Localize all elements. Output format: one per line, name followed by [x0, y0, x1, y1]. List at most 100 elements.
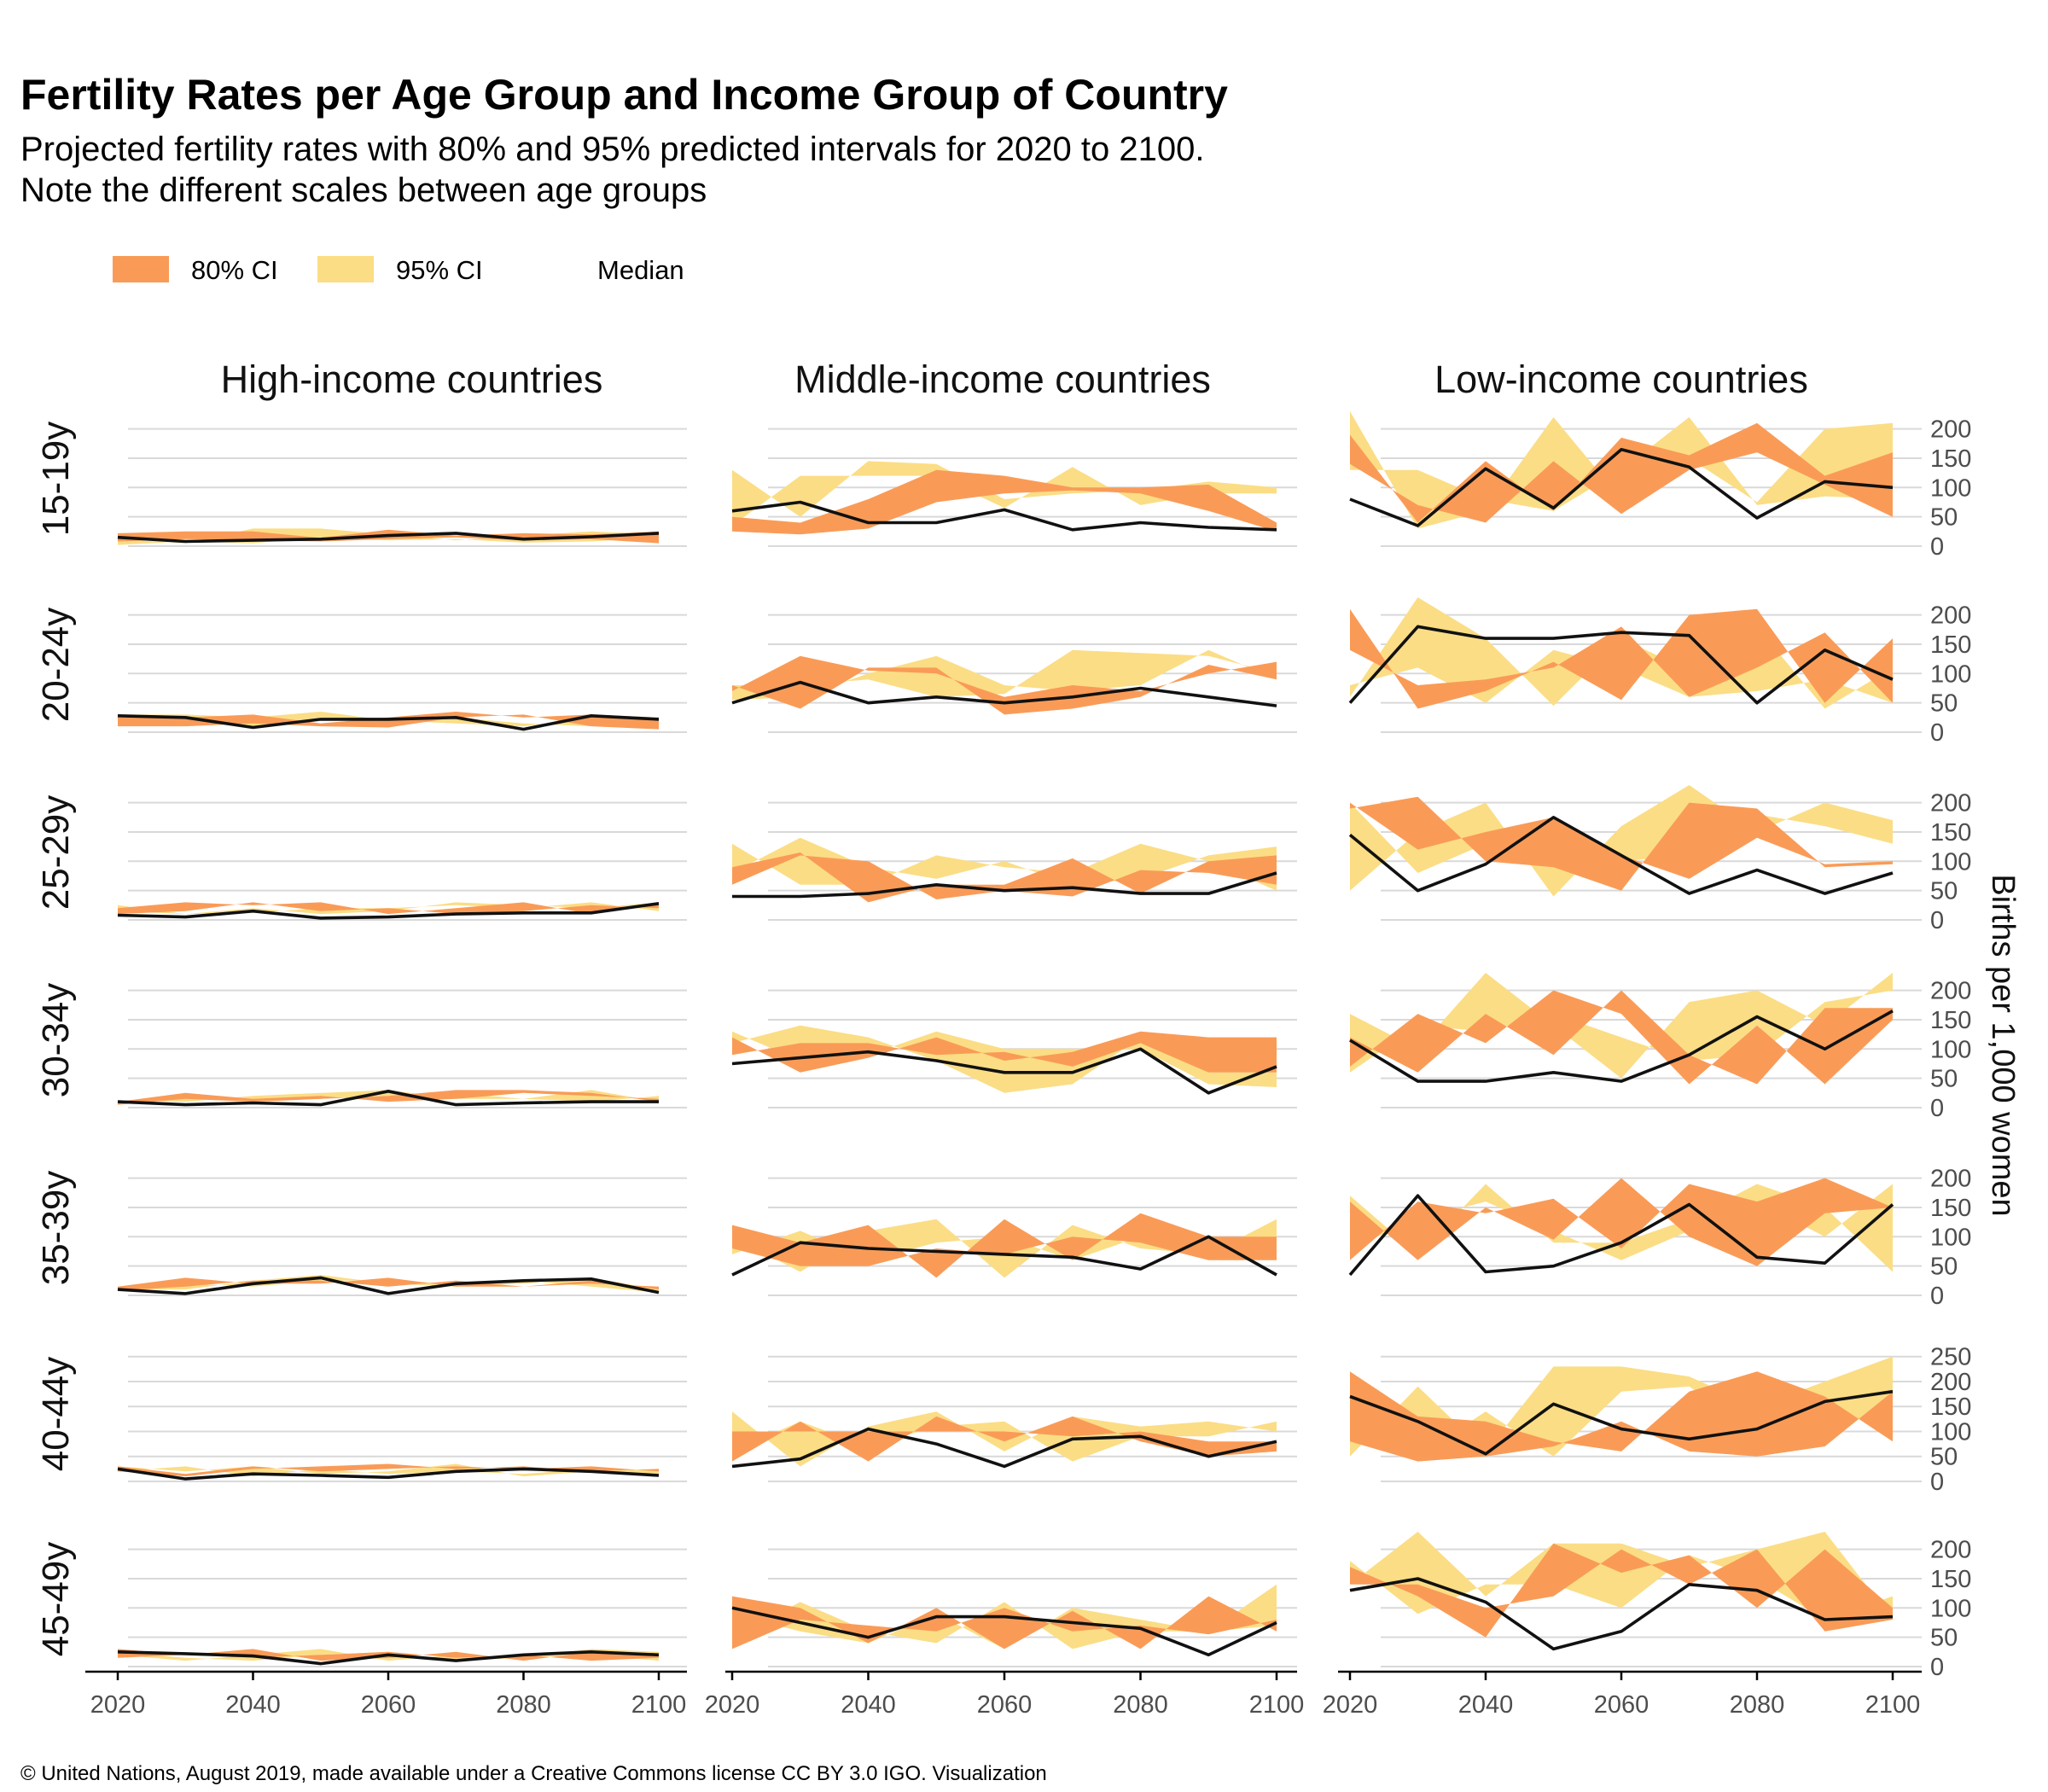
row-label-35-39y: 35-39y — [35, 1171, 77, 1286]
median-line — [1349, 447, 1894, 527]
median-line — [117, 902, 660, 920]
row-label-40-44y: 40-44y — [35, 1357, 77, 1472]
y-tick-label: 0 — [1930, 1469, 1944, 1496]
y-tick-label: 150 — [1930, 1007, 1971, 1034]
median-line — [117, 1090, 659, 1107]
median-line — [731, 1235, 1277, 1277]
panel-40-44y-high-income-countries — [117, 1355, 687, 1482]
median-line — [731, 500, 1277, 532]
median-line — [732, 871, 1277, 899]
x-tick-label: 2100 — [1865, 1691, 1921, 1719]
y-tick-label: 50 — [1930, 1444, 1958, 1471]
panel-35-39y-middle-income-countries — [731, 1177, 1297, 1296]
panel-15-19y-high-income-countries — [117, 428, 687, 547]
ci80-band — [1350, 990, 1893, 1085]
y-tick-label: 100 — [1930, 1418, 1971, 1446]
ci80-band — [732, 655, 1277, 715]
y-tick-label: 150 — [1930, 1393, 1971, 1421]
ci80-band — [118, 902, 659, 915]
y-tick-label: 100 — [1930, 660, 1971, 688]
ci80-band — [1350, 1178, 1893, 1266]
y-tick-label: 50 — [1930, 1066, 1958, 1093]
panel-45-49y-middle-income-countries: 2020 2040 2060 2080 2100 — [705, 1548, 1305, 1719]
x-tick-label: 2060 — [977, 1691, 1033, 1719]
median-line — [1348, 625, 1894, 705]
column-titles: High-income countries Middle-income count… — [221, 358, 1808, 401]
median-line — [117, 1276, 660, 1295]
median-line — [1348, 815, 1894, 895]
row-label-15-19y: 15-19y — [35, 422, 77, 537]
y-tick-label: 0 — [1930, 1095, 1944, 1122]
median-line — [117, 1650, 660, 1666]
y-tick-label: 50 — [1930, 1254, 1958, 1281]
y-tick-label: 200 — [1930, 790, 1971, 817]
legend-label-80-ci: 80% CI — [191, 255, 278, 285]
y-tick-label: 200 — [1930, 416, 1971, 444]
ci95-band — [732, 649, 1277, 701]
y-tick-label: 150 — [1930, 631, 1971, 659]
legend-swatch-95-ci — [317, 256, 374, 282]
chart-title: Fertility Rates per Age Group and Income… — [20, 71, 1228, 119]
ci80-band — [732, 1213, 1277, 1278]
panels: 15-19y05010015020020-24y05010015020025-2… — [35, 411, 1971, 1719]
y-tick-label: 50 — [1930, 504, 1958, 532]
row-label-30-34y: 30-34y — [35, 983, 77, 1098]
ci80-band — [1350, 608, 1893, 709]
y-tick-label: 200 — [1930, 1166, 1971, 1193]
ci80-band — [1350, 796, 1893, 891]
ci95-band — [1350, 1184, 1893, 1272]
legend-label-median: Median — [597, 255, 684, 285]
y-tick-label: 150 — [1930, 1566, 1971, 1593]
median-line — [731, 1427, 1277, 1469]
median-line — [1348, 1194, 1894, 1277]
x-tick-label: 2060 — [361, 1691, 416, 1719]
x-tick-label: 2080 — [496, 1691, 551, 1719]
y-tick-label: 0 — [1930, 1283, 1944, 1310]
column-title-low-income-countries: Low-income countries — [1434, 358, 1808, 401]
panel-20-24y-middle-income-countries — [731, 614, 1297, 733]
x-tick-label: 2020 — [90, 1691, 146, 1719]
row-label-20-24y: 20-24y — [35, 608, 77, 723]
ci80-band — [732, 1416, 1277, 1462]
y-tick-label: 250 — [1930, 1344, 1971, 1371]
row-label-25-29y: 25-29y — [35, 795, 77, 911]
y-tick-label: 100 — [1930, 1224, 1971, 1251]
chart-subtitle-line-2: Note the different scales between age gr… — [20, 172, 707, 209]
median-line — [731, 1047, 1277, 1095]
median-line — [1349, 1577, 1894, 1651]
y-tick-label: 100 — [1930, 848, 1971, 876]
median-line — [117, 713, 660, 731]
ci80-band — [118, 1090, 659, 1105]
x-tick-label: 2080 — [1113, 1691, 1168, 1719]
y-tick-label: 0 — [1930, 719, 1944, 747]
legend-swatch-80-ci — [113, 256, 169, 282]
y-tick-label: 200 — [1930, 978, 1971, 1005]
median-line — [117, 532, 660, 544]
y-tick-label: 50 — [1930, 690, 1958, 718]
median-line — [731, 1606, 1277, 1657]
x-tick-label: 2100 — [631, 1691, 687, 1719]
x-tick-label: 2080 — [1730, 1691, 1785, 1719]
panel-25-29y-middle-income-countries — [732, 801, 1297, 921]
ci80-band — [1350, 1543, 1893, 1638]
y-tick-label: 100 — [1930, 474, 1971, 502]
panel-30-34y-middle-income-countries — [731, 989, 1297, 1108]
column-title-high-income-countries: High-income countries — [221, 358, 603, 401]
y-tick-label: 150 — [1930, 445, 1971, 473]
x-tick-label: 2100 — [1249, 1691, 1305, 1719]
ci80-band — [118, 1277, 659, 1291]
legend: 80% CI 95% CI Median — [113, 255, 684, 285]
ci80-band — [732, 469, 1277, 535]
x-tick-label: 2040 — [1458, 1691, 1514, 1719]
ci80-band — [732, 1031, 1277, 1073]
ci80-band — [732, 852, 1277, 903]
ci95-band — [1350, 785, 1893, 897]
ci80-band — [118, 1463, 659, 1477]
y-tick-label: 0 — [1930, 1654, 1944, 1681]
